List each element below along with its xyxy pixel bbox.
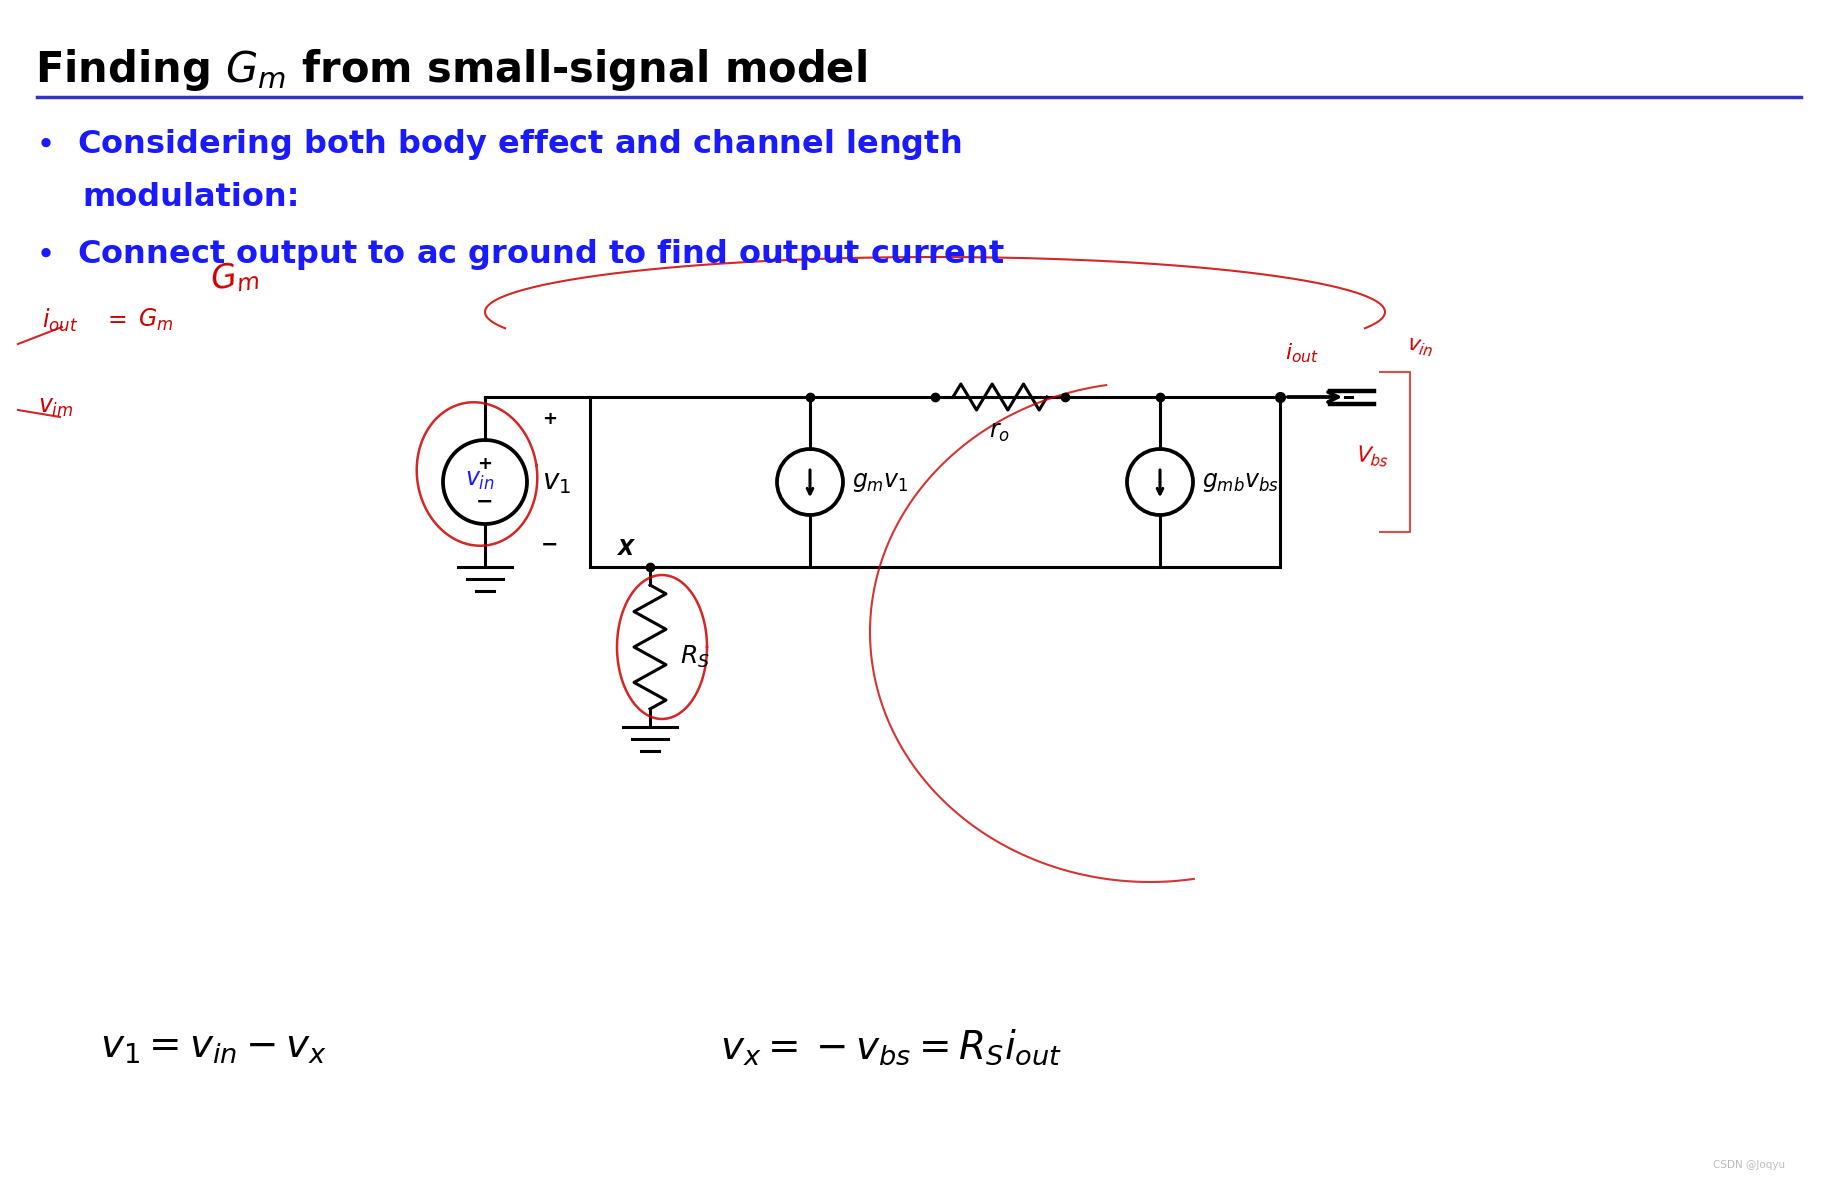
Text: $v_1 = v_{in} - v_x$: $v_1 = v_{in} - v_x$ [99,1028,327,1066]
Text: Finding $G_m$ from small-signal model: Finding $G_m$ from small-signal model [35,47,868,93]
Text: =: = [108,309,129,332]
Text: $r_o$: $r_o$ [989,420,1011,444]
Text: modulation:: modulation: [83,182,300,213]
Text: $g_{mb}v_{bs}$: $g_{mb}v_{bs}$ [1202,470,1279,494]
Text: $V_{bs}$: $V_{bs}$ [1355,443,1390,470]
Text: $g_m v_1$: $g_m v_1$ [853,470,908,494]
Text: $G_m$: $G_m$ [138,307,173,333]
Text: $v_{in}$: $v_{in}$ [1404,335,1435,359]
Text: −: − [476,492,494,512]
Text: $v_{im}$: $v_{im}$ [39,395,74,418]
Text: +: + [478,455,493,473]
Text: $G_m$: $G_m$ [208,256,261,298]
Text: $\bullet$  Connect output to ac ground to find output current: $\bullet$ Connect output to ac ground to… [35,238,1005,272]
Text: $v_{in}$: $v_{in}$ [465,468,494,492]
Text: −: − [540,535,559,556]
Text: X: X [618,539,632,559]
Text: $R_S$: $R_S$ [680,644,709,670]
Text: +: + [542,410,557,428]
Text: $v_x = -v_{bs} = R_S i_{out}$: $v_x = -v_{bs} = R_S i_{out}$ [720,1027,1062,1067]
Text: $i_{out}$: $i_{out}$ [42,306,79,333]
Text: $\bullet$  Considering both body effect and channel length: $\bullet$ Considering both body effect a… [35,126,961,162]
Text: $v_1$: $v_1$ [542,468,572,496]
Text: CSDN @Joqyu: CSDN @Joqyu [1713,1160,1785,1170]
Text: $i_{out}$: $i_{out}$ [1285,342,1320,365]
